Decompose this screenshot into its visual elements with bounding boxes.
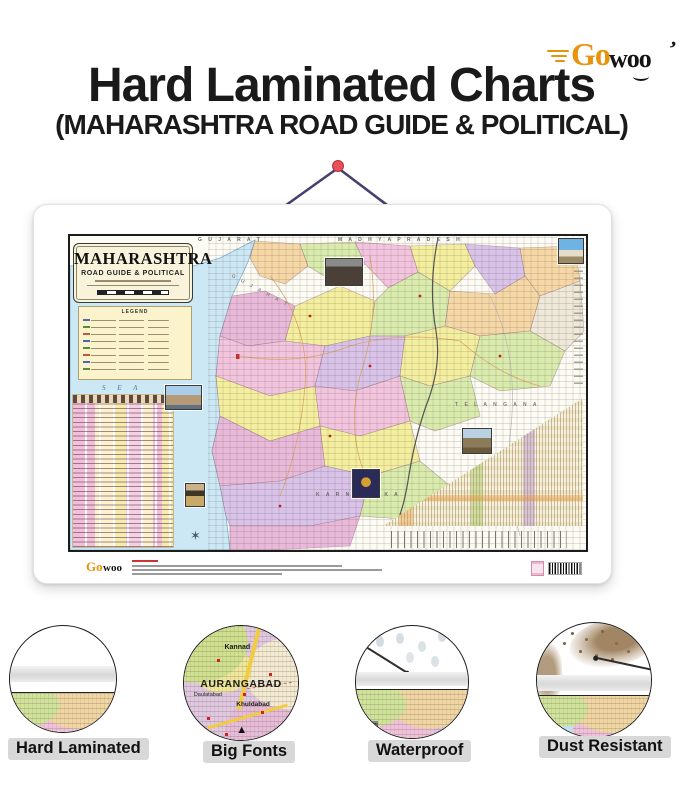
feature-circle-hard-laminated [9,625,117,733]
photo-thumb [365,720,378,730]
laminate-edge [537,675,651,692]
map-photo-deity [352,469,380,498]
red-pin-icon [332,160,344,172]
scale-bar [97,290,169,295]
strip-address-line-1 [132,565,342,567]
strip-brand-woo: woo [103,562,122,574]
map-photo-beach [185,483,205,507]
chart-frame: G U J A R A T G U J A R A T M A D H Y A … [33,204,612,584]
feature-circle-big-fonts: Kannad AURANGABAD Khuldabad Daulatabad ▲ [183,625,299,741]
feature-label-big-fonts: Big Fonts [203,741,296,763]
brand-go: Go [571,36,611,72]
map-legend: LEGEND [78,306,192,380]
town-dots [217,659,220,662]
map-title: MAHARASHTRA [74,249,213,268]
map-photo-caves [325,258,363,286]
speed-lines-icon [547,50,573,62]
laminate-edge [10,666,116,683]
peak-triangle-icon: ▲ [236,724,248,737]
gowoo-logo: Go woo ’ [547,36,679,82]
sea-line-2: S E A [102,384,143,392]
chart-edge-line [537,694,651,697]
feature-circle-dust-resistant [536,622,652,738]
map-photo-gateway [165,385,202,410]
dust-specks [571,632,575,636]
chart-edge-line [356,688,468,691]
map-detail [10,692,116,732]
matrix-city-names [391,531,567,548]
town-label-kannad: Kannad [224,644,251,652]
town-label-daulatabad: Daulatabad [193,692,222,699]
distance-matrix-triangle [383,398,583,526]
town-label-khuldabad: Khuldabad [236,700,270,708]
matrix-highlight-orange [399,398,413,526]
stats-table-header [73,395,173,403]
zoomed-map: Kannad AURANGABAD Khuldabad Daulatabad ▲ [184,626,298,740]
strip-red-line [132,560,158,562]
map-right-index [574,244,583,384]
map-detail [356,689,468,738]
district-stats-table [72,394,174,548]
stamp-icon [531,561,544,576]
feature-circle-waterproof [355,625,469,739]
dust-smudge-left [537,643,563,703]
matrix-highlight-row [383,495,583,502]
feature-label-waterproof: Waterproof [368,740,472,762]
sea-patch [537,726,574,737]
chart-edge-line [10,691,116,694]
label-telangana: T E L A N G A N A [455,402,539,408]
feature-label-hard-laminated: Hard Laminated [8,738,149,760]
legend-entries [83,317,187,375]
publisher-strip: Go woo [70,557,586,579]
distance-matrix [383,398,583,548]
water-droplets-icon [376,636,385,648]
stats-table-rows [73,403,173,547]
label-gujarat: G U J A R A T [198,237,263,243]
strip-brand-go: Go [86,559,103,574]
matrix-highlight-green [471,398,483,526]
publisher-line [95,280,171,282]
pointer-needle [357,640,409,674]
barcode [548,562,582,575]
address-line [87,284,179,286]
compass-rose-icon: ✶ [190,528,201,543]
brand-woo: woo [609,44,652,73]
map-photo-monument [558,238,584,264]
map-detail [537,695,651,737]
city-label-aurangabad: AURANGABAD [200,678,282,691]
page-title: Hard Laminated Charts [87,59,596,112]
label-madhya-pradesh: M A D H Y A P R A D E S H [338,237,463,243]
smile-icon [633,72,649,81]
legend-title: LEGEND [121,309,149,315]
laminate-edge [356,671,468,687]
strip-address-line-3 [132,573,282,575]
map-subtitle: ROAD GUIDE & POLITICAL [81,270,185,277]
feature-label-dust-resistant: Dust Resistant [539,736,671,758]
map-photo-fort [462,428,492,454]
map-title-box: MAHARASHTRA ROAD GUIDE & POLITICAL [73,243,213,303]
map-board: G U J A R A T G U J A R A T M A D H Y A … [68,234,588,552]
strip-address-line-2 [132,569,382,571]
page-subtitle: (MAHARASHTRA ROAD GUIDE & POLITICAL) [55,109,629,140]
matrix-highlight-purple [523,398,535,526]
